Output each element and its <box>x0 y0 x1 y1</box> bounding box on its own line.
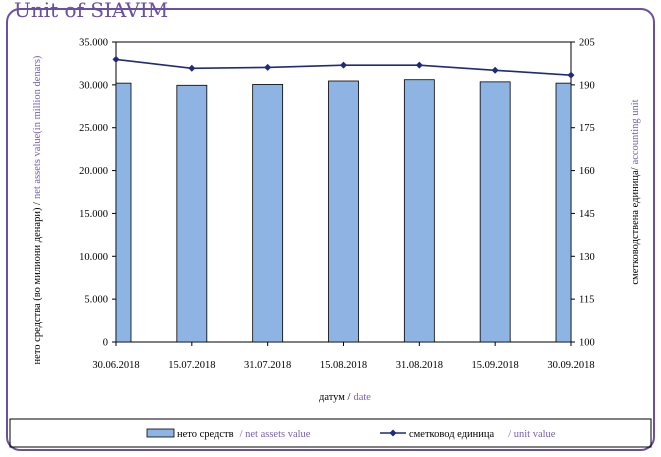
right-tick-label-0: 100 <box>579 338 595 349</box>
right-axis-title-mk: сметководствена единица/ <box>630 167 641 284</box>
left-tick-label-5: 25.000 <box>79 123 108 134</box>
right-tick-label-1: 115 <box>579 295 594 306</box>
x-axis-title-en: date <box>353 392 371 403</box>
legend-bar-label: нето средств / net assets value <box>177 429 311 440</box>
right-tick-label-5: 175 <box>579 123 595 134</box>
svg-text:нето средства (во милиони дена: нето средства (во милиони денари) / net a… <box>32 55 43 364</box>
legend-line-label-en: / unit value <box>508 429 556 440</box>
right-tick-label-6: 190 <box>579 80 595 91</box>
legend-line-label: сметковод единица / unit value <box>409 429 556 440</box>
bar-3 <box>328 80 359 343</box>
right-tick-label-4: 160 <box>579 166 595 177</box>
right-tick-label-2: 130 <box>579 252 595 263</box>
x-axis-title: датум / date <box>319 392 371 403</box>
legend-bar-swatch <box>146 428 175 438</box>
bar-series <box>115 79 572 343</box>
right-tick-label-7: 205 <box>579 38 595 49</box>
left-tick-label-2: 10.000 <box>79 252 108 263</box>
left-axis-title-en: net assets value(in million denars) <box>32 55 43 199</box>
left-tick-label-0: 0 <box>103 338 108 349</box>
bar-6 <box>555 82 572 343</box>
legend: нето средств / net assets value сметковод… <box>9 418 652 448</box>
bar-4 <box>403 79 435 343</box>
legend-bar-label-mk: нето средств <box>177 429 234 440</box>
unit-value-point-1 <box>188 64 196 72</box>
bar-2 <box>252 84 284 343</box>
x-axis-ticks: 30.06.2018 15.07.2018 31.07.2018 15.08.2018… <box>92 342 595 371</box>
unit-value-point-4 <box>415 61 423 69</box>
legend-line-label-mk: сметковод единица <box>409 429 495 440</box>
left-axis-title-mk: нето средства (во милиони денари) / <box>32 202 43 364</box>
x-tick-label-5: 15.09.2018 <box>472 360 519 371</box>
x-tick-label-6: 30.09.2018 <box>547 360 594 371</box>
legend-line-marker <box>389 429 397 437</box>
bar-1 <box>176 84 208 343</box>
bar-5 <box>479 81 511 343</box>
unit-value-point-0 <box>112 55 120 63</box>
left-tick-label-6: 30.000 <box>79 80 108 91</box>
left-tick-label-4: 20.000 <box>79 166 108 177</box>
unit-value-point-2 <box>264 63 272 71</box>
x-tick-label-3: 15.08.2018 <box>320 360 367 371</box>
x-tick-label-2: 31.07.2018 <box>244 360 291 371</box>
unit-value-point-5 <box>491 66 499 74</box>
right-tick-label-3: 145 <box>579 209 595 220</box>
unit-value-point-6 <box>567 71 575 79</box>
svg-text:сметководствена единица/accoun: сметководствена единица/accounting unit <box>630 99 641 284</box>
right-axis-title-en: accounting unit <box>630 99 641 164</box>
left-axis-ticks: 0 5.000 10.000 15.000 20.000 25.000 30.000 35.0… <box>79 38 116 349</box>
left-tick-label-1: 5.000 <box>84 295 108 306</box>
left-tick-label-7: 35.000 <box>79 38 108 49</box>
legend-box <box>9 418 652 448</box>
x-tick-label-4: 31.08.2018 <box>396 360 443 371</box>
x-tick-label-0: 30.06.2018 <box>92 360 139 371</box>
bar-0 <box>115 82 132 343</box>
x-axis-title-mk: датум / <box>319 392 351 403</box>
right-axis-ticks: 100 115 130 145 160 175 190 205 <box>571 38 595 349</box>
line-series <box>112 55 575 79</box>
left-tick-label-3: 15.000 <box>79 209 108 220</box>
x-tick-label-1: 15.07.2018 <box>168 360 215 371</box>
chart-header-title: Unit of SIAVIM <box>14 0 169 22</box>
legend-bar-label-en: / net assets value <box>240 429 311 440</box>
unit-value-point-3 <box>340 61 347 69</box>
left-axis-title: нето средства (во милиони денари) / net a… <box>32 55 43 364</box>
right-axis-title: сметководствена единица/accounting unit <box>630 99 641 284</box>
